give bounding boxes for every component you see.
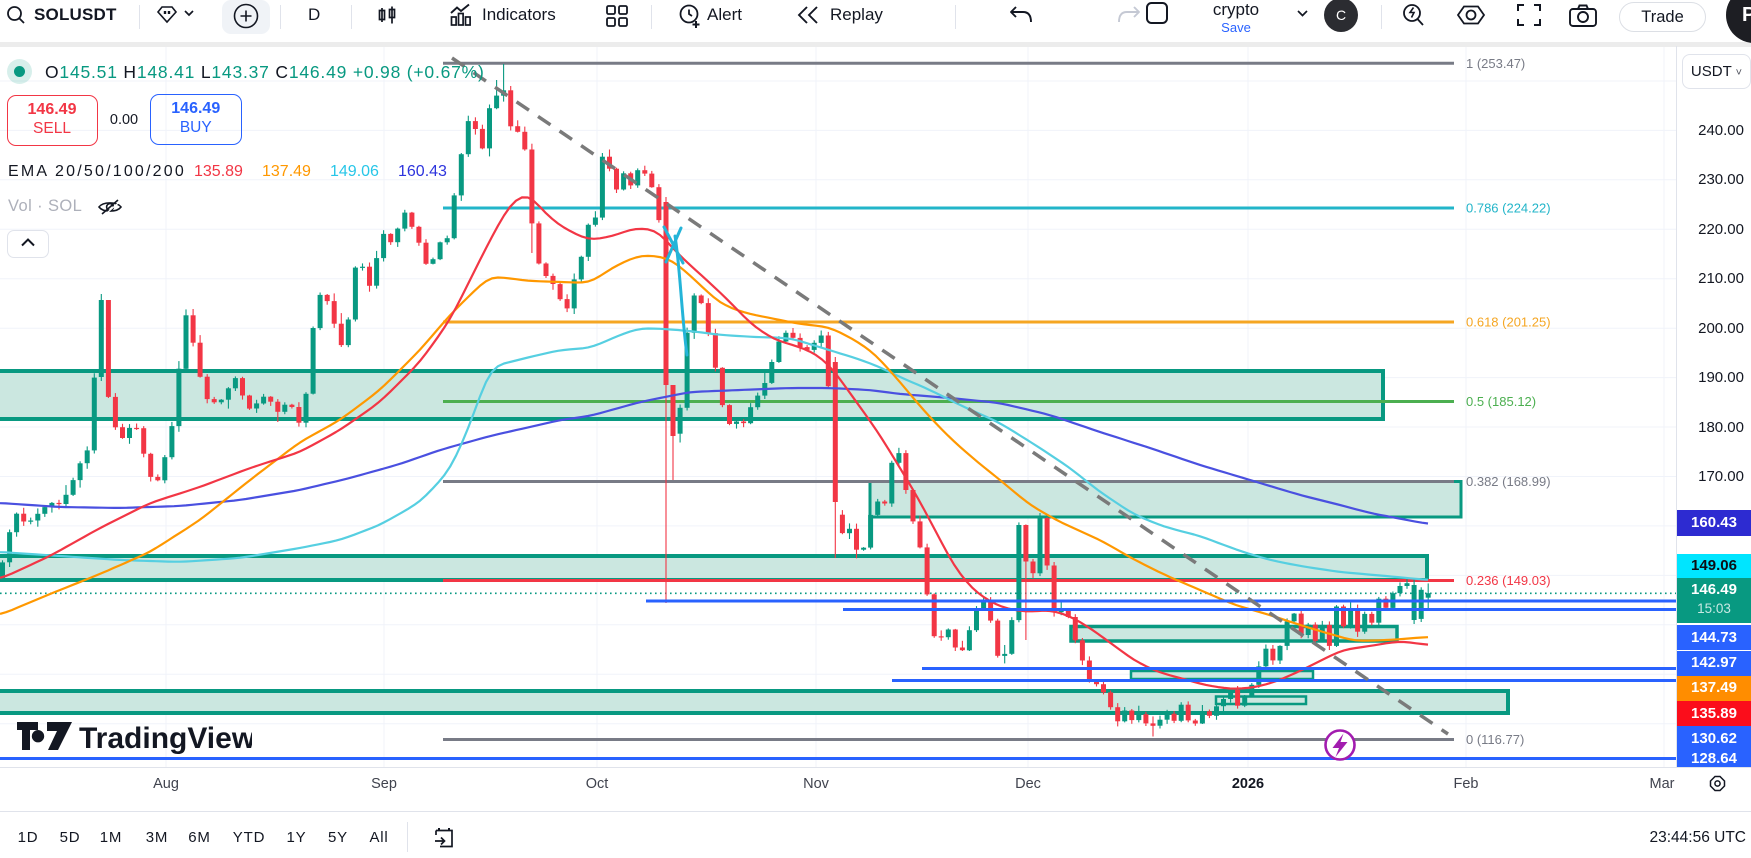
svg-text:0.236 (149.03): 0.236 (149.03)	[1466, 573, 1551, 588]
svg-text:0.618 (201.25): 0.618 (201.25)	[1466, 315, 1551, 330]
svg-text:0.5 (185.12): 0.5 (185.12)	[1466, 394, 1536, 409]
svg-text:1 (253.47): 1 (253.47)	[1466, 56, 1525, 71]
svg-text:0.786 (224.22): 0.786 (224.22)	[1466, 201, 1551, 216]
svg-text:0.382 (168.99): 0.382 (168.99)	[1466, 474, 1551, 489]
svg-text:TradingView: TradingView	[79, 722, 252, 754]
svg-text:0 (116.77): 0 (116.77)	[1466, 732, 1524, 747]
